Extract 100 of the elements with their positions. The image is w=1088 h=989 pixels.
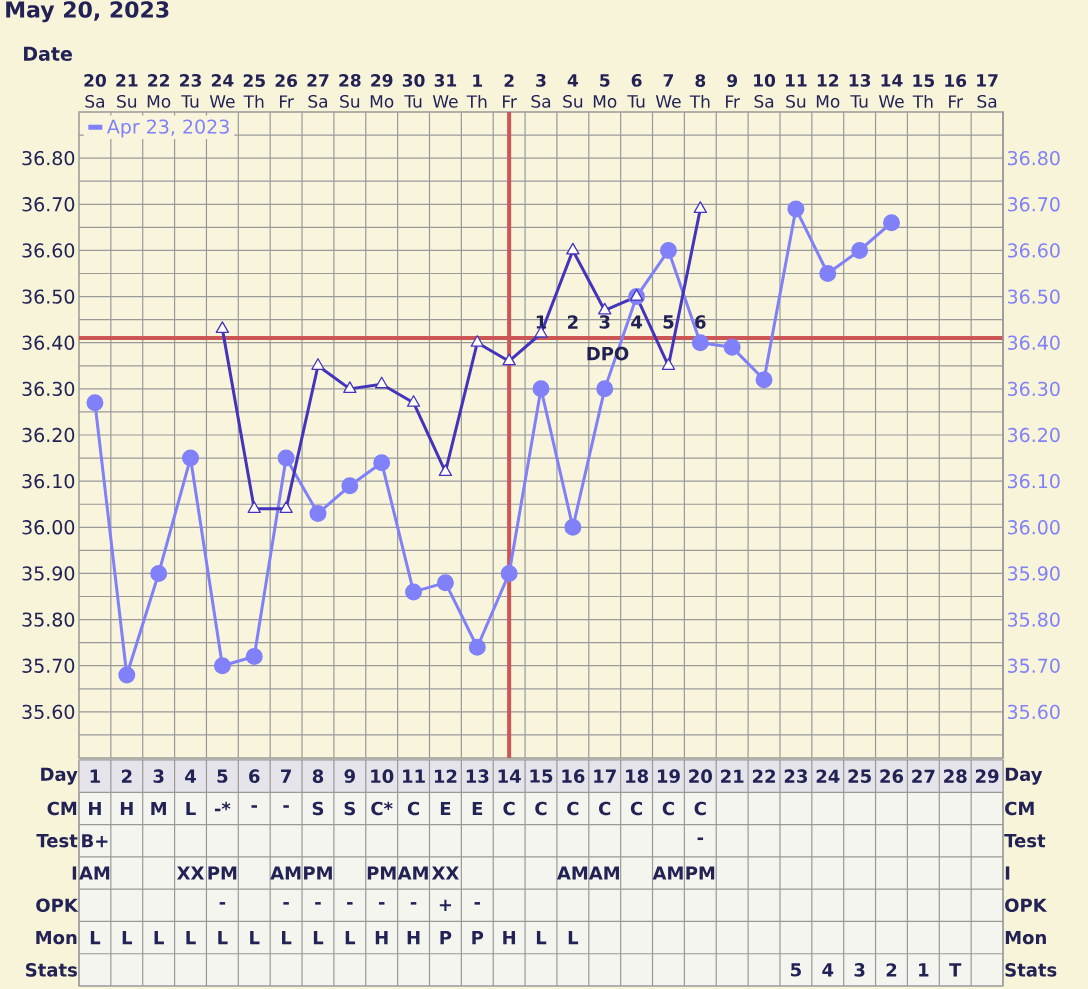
x-tick-label: 8 Th <box>689 74 710 108</box>
text: S <box>312 801 324 816</box>
y-tick-label: 36.60 <box>22 243 75 258</box>
text: M <box>151 801 166 816</box>
x-tick-label: 25 <box>848 769 871 783</box>
text: T <box>949 963 962 977</box>
annotation: 6 <box>695 315 706 329</box>
x-tick-label: 15 Th <box>912 74 934 108</box>
annotation: 2 <box>568 315 578 329</box>
x-tick-label: 16 Fr <box>945 74 967 108</box>
x-tick-label: 21 Su <box>116 73 138 108</box>
text: - <box>697 837 704 841</box>
x-tick-label: 14 <box>498 769 521 783</box>
text: AM <box>397 866 428 880</box>
text: P <box>472 931 484 945</box>
x-tick-label: 4 <box>185 769 196 783</box>
text: - <box>378 902 385 905</box>
y-tick-label: Stats <box>26 963 77 977</box>
x-tick-label: 28 <box>944 769 967 783</box>
x-tick-label: 11 <box>403 769 425 783</box>
y2-tick-label: 36.80 <box>1007 150 1060 166</box>
y-tick-label: 36.20 <box>22 427 75 443</box>
x-tick-label: 6 Tu <box>627 73 645 108</box>
text: 4 <box>822 963 834 977</box>
y2-tick-label: 36.40 <box>1007 335 1060 350</box>
text: L <box>282 931 292 945</box>
text: AM <box>270 866 301 880</box>
text: P <box>440 931 452 945</box>
chart-title: May 20, 2023 <box>6 1 169 23</box>
x-tick-label: 3 Sa <box>531 73 551 108</box>
text: B+ <box>82 834 108 848</box>
text: E <box>472 801 483 816</box>
text: L <box>536 931 547 945</box>
x-tick-label: 13 Tu <box>849 73 871 108</box>
y-tick-label: 36.50 <box>22 289 75 304</box>
x-tick-label: 20 <box>689 769 712 783</box>
x-tick-label: 23 <box>784 769 807 783</box>
x-tick-label: 21 <box>721 769 744 783</box>
y-tick-label: 35.60 <box>22 704 75 720</box>
text: H <box>120 801 133 816</box>
text: C <box>630 801 643 816</box>
text: PM <box>208 866 237 880</box>
x-axis-title: Date <box>24 46 72 61</box>
x-tick-label: 7 We <box>655 74 681 108</box>
text: PM <box>367 866 396 880</box>
text: AM <box>557 866 588 880</box>
x-tick-label: 27 <box>912 769 935 783</box>
y2-tick-label: CM <box>1005 801 1034 816</box>
y-tick-label: 36.00 <box>22 520 75 535</box>
text: - <box>251 805 257 808</box>
text: 1 <box>919 963 929 977</box>
y2-tick-label: 36.30 <box>1007 381 1060 397</box>
x-tick-label: 7 <box>281 769 291 783</box>
text: - <box>219 902 226 905</box>
annotation: 5 <box>663 315 674 329</box>
y2-tick-label: 36.00 <box>1007 520 1060 535</box>
text: + <box>439 899 452 911</box>
annotation: 3 <box>599 315 610 329</box>
x-tick-label: 13 <box>466 769 489 783</box>
x-tick-label: 10 Sa <box>754 73 776 108</box>
x-tick-label: 1 <box>90 769 100 783</box>
x-tick-label: 31 We <box>432 73 458 108</box>
y2-tick-label: 35.80 <box>1007 612 1060 627</box>
text: - <box>474 902 481 905</box>
text: L <box>122 931 133 945</box>
text: - <box>315 902 321 905</box>
text: L <box>250 931 260 945</box>
x-tick-label: 18 <box>626 769 649 783</box>
x-tick-label: 29 <box>975 769 999 783</box>
y2-tick-label: 36.50 <box>1007 289 1060 304</box>
y-tick-label: 36.10 <box>22 473 75 489</box>
text: L <box>186 801 196 816</box>
x-tick-label: 15 <box>530 769 553 783</box>
y2-tick-label: 36.10 <box>1007 473 1060 489</box>
x-tick-label: 26 Fr <box>275 74 298 108</box>
legend-label: Apr 23, 2023 <box>106 119 229 138</box>
annotation: 4 <box>631 315 643 329</box>
x-tick-label: 17 Sa <box>977 74 998 108</box>
text: AM <box>79 866 110 880</box>
text: C <box>503 801 515 816</box>
x-tick-label: 26 <box>880 769 904 783</box>
text: - <box>283 805 289 808</box>
text: PM <box>686 866 715 880</box>
x-tick-label: 3 <box>153 769 164 783</box>
x-tick-label: 12 Mo <box>816 73 840 108</box>
y-tick-label: 36.80 <box>22 150 75 166</box>
x-tick-label: 17 <box>594 769 616 783</box>
y2-tick-label: 35.70 <box>1007 658 1060 673</box>
text: L <box>90 931 101 945</box>
y2-tick-label: Stats <box>1005 963 1057 977</box>
text: L <box>218 931 228 945</box>
text: E <box>440 801 451 816</box>
text: H <box>503 931 516 945</box>
text: -* <box>214 801 231 812</box>
y-tick-label: OPK <box>36 898 79 913</box>
x-tick-label: 2 Fr <box>503 74 517 108</box>
x-tick-label: 24 We <box>209 73 235 108</box>
y-tick-label: I <box>72 866 77 880</box>
y2-tick-label: Test <box>1004 834 1046 848</box>
y-tick-label: 35.70 <box>22 658 75 673</box>
